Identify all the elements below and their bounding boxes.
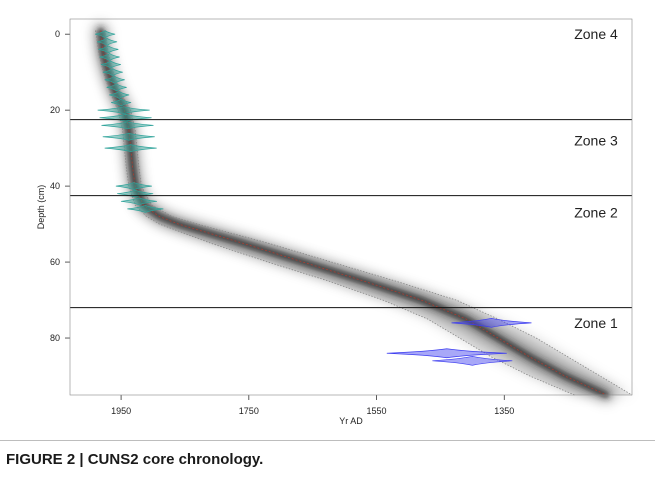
dates-layer [95,30,532,366]
pb210-date-0 [95,30,116,39]
pb210-date-7 [106,83,127,92]
x-tick-label-3: 1350 [494,406,514,416]
zones-layer: Zone 4 Zone 3 Zone 2 Zone 1 [70,26,632,331]
c14-date-2 [432,355,513,366]
caption-separator [0,440,655,441]
pb210-date-12 [101,121,154,130]
zone-label-1: Zone 3 [574,133,618,149]
y-tick-label-1: 20 [50,105,60,115]
confidence-bound-young [95,30,575,396]
pb210-date-14 [104,144,157,152]
y-axis-title: Depth (cm) [36,185,46,230]
y-tick-label-3: 60 [50,257,60,267]
y-tick-label-0: 0 [55,29,60,39]
pb210-date-6 [104,75,125,84]
confidence-bound-old [104,30,633,396]
x-tick-label-1: 1750 [239,406,259,416]
figure-caption: FIGURE 2 | CUNS2 core chronology. [6,451,264,468]
c14-date-1 [386,348,507,359]
age-depth-chart: Zone 4 Zone 3 Zone 2 Zone 1 1950 1750 1550 135… [36,18,633,426]
x-tick-label-0: 1950 [111,406,131,416]
pb210-date-13 [102,132,155,141]
y-tick-label-2: 40 [50,181,60,191]
pb210-date-4 [100,60,121,69]
zone-label-2: Zone 2 [574,205,618,221]
pb210-date-3 [99,53,120,61]
pb210-date-18 [127,205,164,213]
pb210-date-2 [98,45,119,54]
y-tick-label-4: 80 [50,333,60,343]
c14-date-0 [451,317,532,328]
pb210-date-17 [120,197,158,206]
pb210-date-16 [117,189,154,198]
pb210-date-11 [99,113,152,122]
pb210-date-8 [109,91,130,99]
uncertainty-envelope-core [95,30,632,396]
uncertainty-envelope [95,30,632,396]
x-axis-title: Yr AD [339,416,363,426]
x-tick-label-2: 1550 [367,406,387,416]
pb210-date-9 [111,98,132,107]
pb210-date-5 [102,68,123,77]
axes-layer: 1950 1750 1550 1350 0 20 40 60 80 Yr AD Depth (cm) [36,29,514,426]
pb210-date-15 [115,182,152,190]
zone-label-3: Zone 1 [574,315,618,331]
pb210-date-1 [96,37,118,46]
age-model-layer [93,23,633,402]
pb210-date-10 [97,106,150,115]
plot-frame [69,18,633,396]
zone-label-0: Zone 4 [574,26,618,42]
